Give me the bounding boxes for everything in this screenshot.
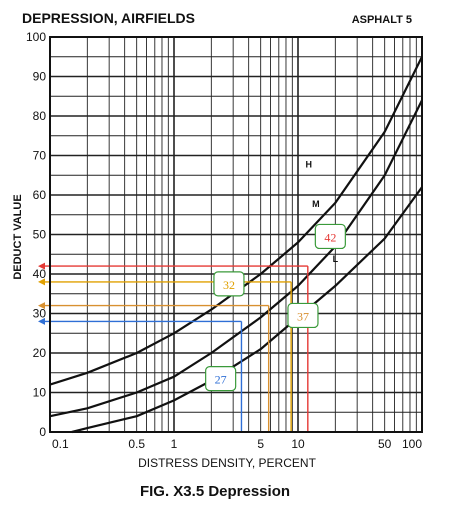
- annotation-box: [213, 271, 245, 297]
- annotation-label: 42: [324, 230, 336, 244]
- y-axis-label: DEDUCT VALUE: [12, 194, 24, 279]
- annotation-box: [287, 302, 319, 329]
- curve-m: [49, 99, 423, 418]
- annotations: 42 32 37 27: [38, 223, 346, 432]
- annotation-arrow-head: [38, 317, 45, 325]
- x-tick-label: 10: [291, 437, 305, 451]
- curve-label-m: M: [312, 199, 320, 209]
- y-tick-label: 100: [26, 30, 46, 44]
- chart-subtitle: ASPHALT 5: [352, 14, 412, 26]
- plot-frame: [49, 36, 423, 433]
- curve-label-h: H: [306, 159, 313, 169]
- x-tick-labels: 0.1 0.5 1 5 10 50 100: [52, 437, 422, 451]
- y-tick-label: 50: [33, 228, 47, 242]
- chart-title: DEPRESSION, AIRFIELDS: [22, 10, 195, 26]
- figure-caption: FIG. X3.5 Depression: [140, 483, 290, 500]
- deduct-curves: H M L: [49, 56, 423, 434]
- annotation-label: 32: [223, 278, 235, 292]
- annotation-box: [205, 366, 237, 392]
- y-tick-label: 30: [33, 307, 47, 321]
- grid: [50, 37, 422, 432]
- annotation-arrow-head: [38, 302, 45, 310]
- y-tick-label: 80: [33, 109, 47, 123]
- annotation-box: [314, 223, 346, 250]
- x-axis-label: DISTRESS DENSITY, PERCENT: [138, 456, 316, 470]
- annotation-arrow-head: [38, 278, 45, 286]
- annotation-label: 37: [297, 309, 309, 323]
- annotation-label: 27: [215, 373, 227, 387]
- x-tick-label: 50: [378, 437, 392, 451]
- x-tick-label: 0.1: [52, 437, 69, 451]
- y-tick-label: 60: [33, 188, 47, 202]
- y-tick-label: 10: [33, 386, 47, 400]
- y-tick-label: 0: [39, 425, 46, 439]
- y-tick-labels: 0 10 20 30 40 50 60 70 80 90 100: [26, 30, 46, 439]
- y-tick-label: 70: [33, 149, 47, 163]
- y-tick-label: 20: [33, 346, 47, 360]
- annotation-arrow-head: [38, 262, 45, 270]
- curve-label-l: L: [333, 254, 339, 264]
- curve-l: [71, 186, 423, 434]
- y-tick-label: 40: [33, 267, 47, 281]
- y-tick-label: 90: [33, 70, 47, 84]
- x-tick-label: 100: [402, 437, 422, 451]
- x-tick-label: 5: [257, 437, 264, 451]
- x-tick-label: 1: [171, 437, 178, 451]
- x-tick-label: 0.5: [128, 437, 145, 451]
